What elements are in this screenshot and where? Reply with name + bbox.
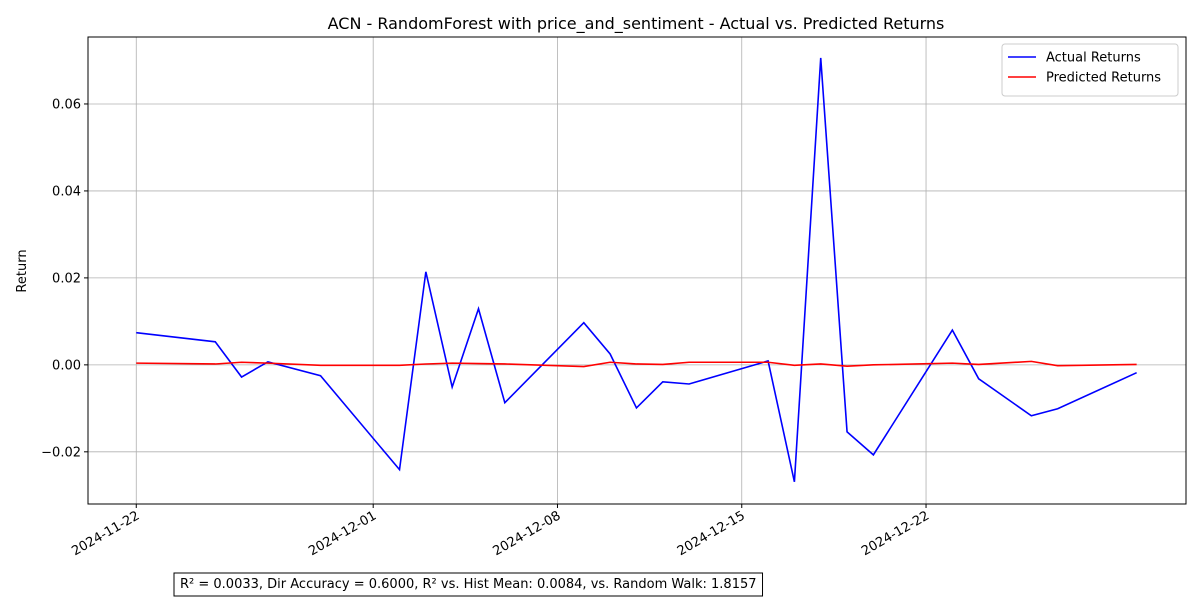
y-tick-label: 0.04 <box>52 184 81 199</box>
x-tick-label: 2024-12-22 <box>859 508 932 559</box>
y-axis-label: Return <box>15 249 30 292</box>
x-tick-label: 2024-12-08 <box>491 508 564 559</box>
y-tick-label: 0.06 <box>52 97 81 112</box>
y-tick-label: 0.00 <box>52 358 81 373</box>
y-tick-label: 0.02 <box>52 271 81 286</box>
y-tick-label: −0.02 <box>41 445 81 460</box>
series-line <box>136 360 1137 368</box>
x-tick-label: 2024-11-22 <box>69 508 142 559</box>
x-tick-label: 2024-12-01 <box>306 508 379 559</box>
legend: Actual Returns Predicted Returns <box>1001 43 1179 97</box>
series-line <box>136 57 1137 482</box>
x-tick-label: 2024-12-15 <box>675 508 748 559</box>
plot-frame <box>87 36 1187 505</box>
chart-title: ACN - RandomForest with price_and_sentim… <box>328 14 945 34</box>
legend-label: Predicted Returns <box>1046 71 1161 86</box>
annotation: R² = 0.0033, Dir Accuracy = 0.6000, R² v… <box>180 577 757 592</box>
legend-label: Actual Returns <box>1046 51 1141 66</box>
legend-box <box>1001 43 1179 97</box>
annotation-box <box>173 572 764 597</box>
